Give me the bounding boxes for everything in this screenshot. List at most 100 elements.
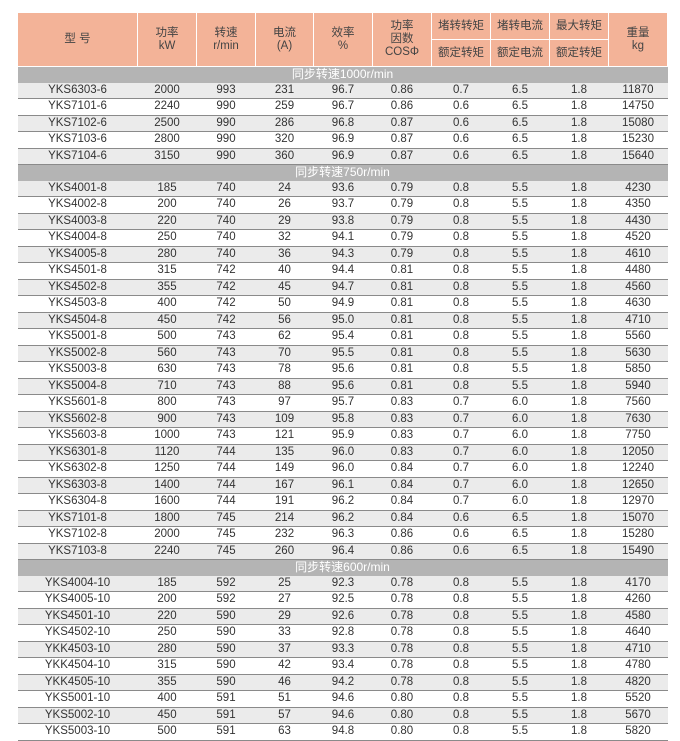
table-row: YKS5001-8 500 743 62 95.4 0.81 0.8 5.5 1.8 5560: [17, 328, 668, 346]
table-cell: 744: [196, 444, 256, 461]
table-row: YKS7101-6 2240 990 259 96.7 0.86 0.6 6.5 1.8 1475…: [17, 98, 668, 116]
table-cell: 0.6: [431, 510, 491, 527]
table-cell: 0.81: [372, 279, 432, 296]
table-row: YKS4502-10 250 590 33 92.8 0.78 0.8 5.5 1.8 4640: [17, 624, 668, 642]
table-row: YKS4504-8 450 742 56 95.0 0.81 0.8 5.5 1.8 4710: [17, 312, 668, 329]
table-cell: YKS7104-6: [17, 148, 138, 165]
table-cell: 1.8: [549, 295, 609, 313]
table-cell: 5.5: [490, 295, 550, 313]
table-cell: 743: [196, 345, 256, 362]
header-power-label: 功率: [155, 26, 179, 39]
table-cell: 1.8: [549, 526, 609, 544]
table-cell: 0.8: [431, 295, 491, 313]
table-cell: 5820: [608, 723, 668, 741]
table-cell: 40: [255, 262, 314, 280]
table-cell: 0.79: [372, 180, 432, 197]
table-cell: 11870: [608, 82, 668, 99]
table-cell: 0.6: [431, 543, 491, 560]
table-cell: 745: [196, 543, 256, 560]
table-cell: YKS4004-10: [17, 575, 138, 592]
table-cell: 1.8: [549, 608, 609, 625]
table-cell: 2800: [137, 131, 197, 149]
table-cell: 1.8: [549, 262, 609, 280]
table-cell: 740: [196, 246, 256, 263]
table-cell: 0.84: [372, 477, 432, 494]
table-cell: YKS7101-6: [17, 98, 138, 116]
table-cell: 1000: [137, 427, 197, 445]
header-efficiency-label: 效率: [331, 26, 355, 39]
table-cell: 800: [137, 394, 197, 412]
table-cell: 37: [255, 641, 314, 658]
table-cell: 0.86: [372, 82, 432, 99]
table-cell: 24: [255, 180, 314, 197]
table-cell: 5.5: [490, 312, 550, 329]
section-title: 同步转速600r/min: [17, 559, 668, 576]
table-row: YKS4003-8 220 740 29 93.8 0.79 0.8 5.5 1.8 4430: [17, 213, 668, 230]
header-pf-line2: 因数: [390, 33, 414, 45]
table-cell: 0.8: [431, 674, 491, 691]
table-cell: 0.8: [431, 229, 491, 247]
table-cell: YKS6303-8: [17, 477, 138, 494]
table-cell: YKS5003-8: [17, 361, 138, 379]
table-cell: 0.8: [431, 312, 491, 329]
table-row: YKK4504-10 315 590 42 93.4 0.78 0.8 5.5 1.8 4780: [17, 657, 668, 675]
table-cell: 0.79: [372, 213, 432, 230]
table-cell: 94.2: [313, 674, 373, 691]
table-cell: 7630: [608, 411, 668, 428]
table-cell: 5520: [608, 690, 668, 708]
table-cell: 109: [255, 411, 314, 428]
table-cell: 96.9: [313, 148, 373, 165]
table-cell: 167: [255, 477, 314, 494]
table-cell: 96.8: [313, 115, 373, 132]
header-locked-current-bottom: 额定电流: [490, 39, 550, 67]
table-cell: 0.86: [372, 98, 432, 116]
table-cell: 400: [137, 690, 197, 708]
table-cell: 1600: [137, 493, 197, 511]
table-cell: 96.2: [313, 510, 373, 527]
table-cell: 149: [255, 460, 314, 478]
table-cell: 0.7: [431, 493, 491, 511]
table-cell: 6.0: [490, 411, 550, 428]
table-cell: 4170: [608, 575, 668, 592]
header-weight-unit: kg: [631, 39, 645, 52]
table-cell: 743: [196, 411, 256, 428]
table-cell: 0.6: [431, 148, 491, 165]
table-cell: 95.5: [313, 345, 373, 362]
table-cell: 15230: [608, 131, 668, 149]
table-cell: YKS5003-10: [17, 723, 138, 741]
table-cell: 0.86: [372, 526, 432, 544]
table-cell: 740: [196, 213, 256, 230]
table-cell: YKS4004-8: [17, 229, 138, 247]
header-model-label: 型 号: [64, 33, 91, 45]
table-cell: 2000: [137, 526, 197, 544]
table-cell: 742: [196, 262, 256, 280]
table-cell: 191: [255, 493, 314, 511]
table-cell: 630: [137, 361, 197, 379]
header-locked-current-top: 堵转电流: [490, 12, 550, 40]
table-cell: 286: [255, 115, 314, 132]
table-cell: 0.81: [372, 378, 432, 395]
table-cell: 1.8: [549, 707, 609, 724]
table-cell: 0.7: [431, 477, 491, 494]
table-cell: 95.7: [313, 394, 373, 412]
table-cell: 0.6: [431, 115, 491, 132]
table-cell: 94.9: [313, 295, 373, 313]
table-cell: 6.0: [490, 460, 550, 478]
table-cell: 1.8: [549, 378, 609, 395]
table-cell: 0.81: [372, 295, 432, 313]
table-cell: 6.5: [490, 82, 550, 99]
table-cell: 1.8: [549, 657, 609, 675]
table-cell: 1400: [137, 477, 197, 494]
table-cell: 70: [255, 345, 314, 362]
table-cell: 29: [255, 213, 314, 230]
table-cell: 900: [137, 411, 197, 428]
table-cell: 1.8: [549, 460, 609, 478]
table-cell: 1.8: [549, 82, 609, 99]
table-cell: 12970: [608, 493, 668, 511]
table-cell: 185: [137, 180, 197, 197]
table-cell: 500: [137, 723, 197, 741]
table-cell: 95.6: [313, 378, 373, 395]
table-cell: 0.7: [431, 82, 491, 99]
table-cell: YKS4501-8: [17, 262, 138, 280]
table-row: YKS7101-8 1800 745 214 96.2 0.84 0.6 6.5 1.8 1507…: [17, 510, 668, 527]
